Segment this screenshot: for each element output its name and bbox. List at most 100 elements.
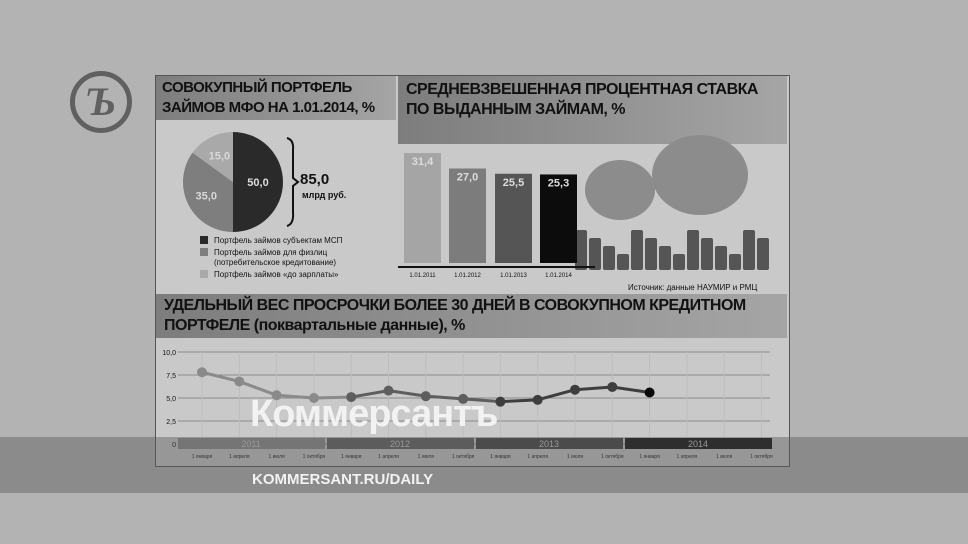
bar <box>540 174 577 263</box>
legend-swatch <box>200 248 208 256</box>
coin-stack <box>659 246 671 270</box>
pie-slice <box>182 152 233 232</box>
pie-title: СОВОКУПНЫЙ ПОРТФЕЛЬ ЗАЙМОВ МФО НА 1.01.2… <box>156 76 396 120</box>
x-tick-label: 1 июля <box>567 454 584 460</box>
bar-category-label: 1.01.2014 <box>545 273 572 279</box>
line-segment <box>238 380 278 397</box>
data-point <box>346 392 357 403</box>
x-tick-label: 1 января <box>192 454 213 460</box>
line-segment <box>388 389 427 398</box>
coin-stack <box>701 238 713 270</box>
brand-url[interactable]: KOMMERSANT.RU/DAILY <box>252 471 434 488</box>
pie-label: 35,0 <box>196 191 217 203</box>
x-tick-label: 1 апреля <box>527 454 548 460</box>
pie-slice <box>233 132 283 232</box>
y-tick-label: 10,0 <box>162 350 176 357</box>
line-segment <box>612 385 650 394</box>
line-segment <box>350 389 389 399</box>
brand-name: Коммерсантъ <box>250 393 498 435</box>
line-segment <box>201 370 240 383</box>
year-bar <box>476 438 623 449</box>
piggy-bank-image <box>585 160 655 220</box>
x-tick-label: 1 января <box>490 454 511 460</box>
data-point <box>532 394 543 405</box>
bar-title: СРЕДНЕВЗВЕШЕННАЯ ПРОЦЕНТНАЯ СТАВКА ПО ВЫ… <box>398 76 787 144</box>
data-point <box>644 387 655 398</box>
data-point <box>420 391 431 402</box>
bar-category-label: 1.01.2012 <box>454 273 481 279</box>
data-point <box>234 376 245 387</box>
x-tick-label: 1 апреля <box>229 454 250 460</box>
data-point <box>458 393 469 404</box>
y-tick-label: 5,0 <box>166 396 176 403</box>
bar-value-label: 31,4 <box>412 156 434 168</box>
y-tick-label: 0 <box>172 442 176 449</box>
legend-label: Портфель займов для физлиц <box>214 248 328 257</box>
line-segment <box>462 397 501 404</box>
x-tick-label: 1 июля <box>268 454 285 460</box>
year-bar <box>327 438 474 449</box>
coin-stack <box>757 238 769 270</box>
bar-value-label: 27,0 <box>457 172 478 184</box>
x-tick-label: 1 января <box>341 454 362 460</box>
coin-stack <box>673 254 685 270</box>
x-tick-label: 1 июля <box>716 454 733 460</box>
brace <box>286 137 300 227</box>
piggy-bank-image <box>652 135 748 215</box>
pie-slice <box>192 132 233 182</box>
bar <box>404 153 441 263</box>
line-segment <box>313 395 352 400</box>
coin-stack <box>617 254 629 270</box>
x-tick-label: 1 апреля <box>378 454 399 460</box>
data-point <box>197 367 207 378</box>
legend-label-cont: (потребительское кредитование) <box>214 258 336 267</box>
data-point <box>607 381 618 392</box>
data-point <box>271 390 282 401</box>
coin-stack <box>729 254 741 270</box>
kommersant-logo: Ъ <box>70 71 132 133</box>
line-segment <box>537 388 576 402</box>
pie-label: 15,0 <box>209 150 230 162</box>
x-tick-label: 1 июля <box>418 454 435 460</box>
coin-stack <box>589 238 601 270</box>
year-bar <box>178 438 325 449</box>
x-tick-label: 1 октября <box>452 454 475 460</box>
coin-stack <box>575 230 587 270</box>
pie-total: 85,0 <box>300 171 329 188</box>
bar <box>495 173 532 263</box>
bar-value-label: 25,3 <box>548 177 569 189</box>
year-label: 2014 <box>688 439 708 449</box>
coin-stack <box>631 230 643 270</box>
x-tick-label: 1 апреля <box>677 454 698 460</box>
bar-value-label: 25,5 <box>503 177 524 189</box>
pie-label: 50,0 <box>247 177 268 189</box>
year-label: 2012 <box>390 439 410 449</box>
x-tick-label: 1 октября <box>750 454 773 460</box>
coin-stack <box>645 238 657 270</box>
x-tick-label: 1 октября <box>303 454 326 460</box>
legend-label: Портфель займов «до зарплаты» <box>214 270 339 279</box>
bar-category-label: 1.01.2013 <box>500 273 527 279</box>
year-bar <box>625 438 772 449</box>
coin-stack <box>687 230 699 270</box>
line-segment <box>574 385 613 392</box>
bar-category-label: 1.01.2011 <box>409 273 436 279</box>
data-point <box>383 385 394 396</box>
data-point <box>570 384 580 395</box>
line-segment <box>500 398 538 404</box>
line-segment <box>276 393 315 400</box>
line-segment <box>425 394 464 401</box>
x-tick-label: 1 января <box>639 454 660 460</box>
pie-total-unit: млрд руб. <box>302 190 346 200</box>
legend-swatch <box>200 270 208 278</box>
coin-stack <box>743 230 755 270</box>
y-tick-label: 2,5 <box>166 419 176 426</box>
year-label: 2013 <box>539 439 559 449</box>
source-note: Источник: данные НАУМИР и РМЦ <box>628 283 758 292</box>
legend-swatch <box>200 236 208 244</box>
coin-stack <box>715 246 727 270</box>
watermark-band <box>0 437 968 493</box>
year-label: 2011 <box>241 439 260 449</box>
legend-label: Портфель займов субъектам МСП <box>214 236 343 245</box>
